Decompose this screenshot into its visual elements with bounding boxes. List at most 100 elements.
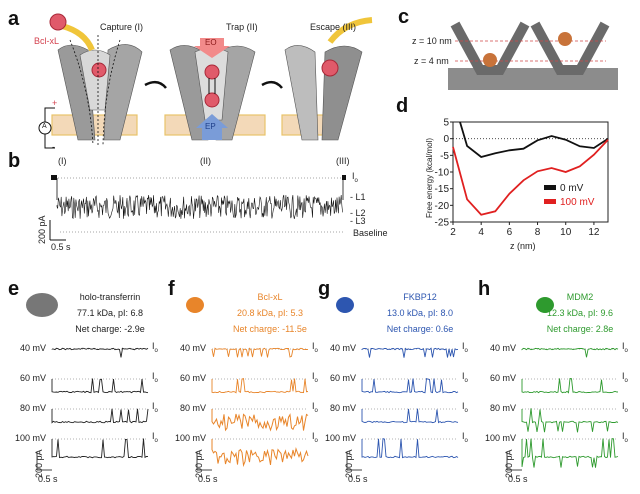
current-trace-2 bbox=[361, 408, 459, 424]
current-trace-1 bbox=[211, 378, 309, 394]
x-tick-label: 10 bbox=[560, 227, 572, 238]
protein-charge: Net charge: 2.8e bbox=[546, 324, 614, 334]
b-current-trace bbox=[56, 194, 343, 220]
voltage-label-2: 80 mV bbox=[19, 403, 46, 413]
arrow-capture-to-trap bbox=[144, 80, 167, 89]
panel-label-d: d bbox=[396, 95, 409, 117]
protein-structure-icon bbox=[336, 297, 354, 313]
lipid-bilayer-1 bbox=[448, 68, 533, 90]
voltage-label-0: 40 mV bbox=[329, 343, 356, 353]
voltage-label-0: 40 mV bbox=[489, 343, 516, 353]
voltage-label-2: 80 mV bbox=[179, 403, 206, 413]
io-label: Io bbox=[622, 401, 628, 414]
io-label: Io bbox=[622, 371, 628, 384]
baseline-label: Baseline bbox=[353, 228, 388, 238]
scale-time-g: 0.5 s bbox=[348, 474, 368, 484]
protein-props: 13.0 kDa, pI: 8.0 bbox=[386, 308, 454, 318]
voltage-label-0: 40 mV bbox=[179, 343, 206, 353]
y-tick-label: -5 bbox=[440, 151, 449, 162]
legend-label: 0 mV bbox=[560, 183, 584, 194]
trace-open-start bbox=[51, 175, 57, 180]
current-trace-0 bbox=[51, 347, 149, 358]
pore-snapshot-1 bbox=[450, 21, 530, 75]
voltage-label-1: 60 mV bbox=[329, 373, 356, 383]
ep-arrow-icon bbox=[196, 114, 228, 140]
io-label: Io bbox=[312, 401, 318, 414]
x-tick-label: 4 bbox=[478, 227, 484, 238]
x-tick-label: 8 bbox=[535, 227, 541, 238]
io-label: Io bbox=[152, 431, 158, 444]
io-label: Io bbox=[312, 371, 318, 384]
panel-label-f: f bbox=[168, 278, 175, 300]
eo-arrow-icon bbox=[194, 38, 230, 58]
series-line-100-mV bbox=[452, 139, 609, 216]
protein-props: 12.3 kDa, pI: 9.6 bbox=[546, 308, 614, 318]
protein-structure-icon bbox=[26, 293, 58, 317]
protein-structure-icon bbox=[536, 297, 554, 313]
lipid-bilayer-2 bbox=[530, 68, 618, 90]
stage-capture-label: Capture (I) bbox=[100, 22, 144, 32]
stage-mark-1: (I) bbox=[58, 156, 67, 166]
protein-at-z4 bbox=[483, 53, 497, 67]
trace-open-end bbox=[342, 175, 346, 180]
voltage-label-3: 100 mV bbox=[484, 433, 516, 443]
minus-sign: - bbox=[52, 142, 55, 152]
protein-name: Bcl-xL bbox=[257, 292, 283, 302]
voltage-label-1: 60 mV bbox=[19, 373, 46, 383]
legend-label: 100 mV bbox=[560, 197, 595, 208]
panel-label-g: g bbox=[318, 278, 331, 300]
current-trace-0 bbox=[361, 347, 459, 358]
y-tick-label: -15 bbox=[435, 184, 450, 195]
ammeter-label: A bbox=[42, 123, 47, 130]
voltage-label-2: 80 mV bbox=[329, 403, 356, 413]
io-label: Io bbox=[152, 401, 158, 414]
b-noise-trace bbox=[56, 194, 343, 220]
current-trace-2 bbox=[521, 408, 619, 433]
capture-arrow-icon bbox=[61, 23, 95, 52]
protein-name: FKBP12 bbox=[403, 292, 437, 302]
io-label: Io bbox=[622, 431, 628, 444]
io-label: Io bbox=[462, 401, 468, 414]
protein-trap-upper bbox=[204, 64, 220, 80]
scale-time-f: 0.5 s bbox=[198, 474, 218, 484]
legend-swatch bbox=[544, 199, 556, 204]
current-trace-1 bbox=[51, 378, 149, 394]
io-label: Io bbox=[152, 371, 158, 384]
eo-label: EO bbox=[205, 38, 217, 47]
x-tick-label: 2 bbox=[450, 227, 456, 238]
current-trace-1 bbox=[521, 377, 619, 394]
scale-time-h: 0.5 s bbox=[508, 474, 528, 484]
bclxl-label: Bcl-xL bbox=[34, 36, 60, 46]
current-trace-2 bbox=[51, 408, 149, 424]
ammeter-circuit bbox=[38, 107, 55, 149]
protein-at-z10 bbox=[558, 32, 572, 46]
y-tick-label: -20 bbox=[435, 201, 450, 212]
protein-structure-icon bbox=[186, 297, 204, 313]
protein-props: 20.8 kDa, pI: 5.3 bbox=[236, 308, 304, 318]
stage-trap-label: Trap (II) bbox=[226, 22, 258, 32]
stage-escape-label: Escape (III) bbox=[310, 22, 357, 32]
level-io-label: Io bbox=[352, 171, 358, 184]
io-label: Io bbox=[312, 431, 318, 444]
level-l2-label: - L2 bbox=[350, 208, 366, 218]
current-trace-1 bbox=[361, 377, 459, 394]
y-tick-label: 0 bbox=[443, 134, 449, 145]
voltage-label-3: 100 mV bbox=[14, 433, 46, 443]
panel-label-h: h bbox=[478, 278, 491, 300]
io-label: Io bbox=[462, 371, 468, 384]
pore-snapshot-2 bbox=[530, 21, 610, 75]
io-label: Io bbox=[622, 341, 628, 354]
level-l1-label: - L1 bbox=[350, 192, 366, 202]
current-trace-3 bbox=[211, 439, 309, 468]
protein-name: holo-transferrin bbox=[79, 292, 141, 302]
protein-charge: Net charge: 0.6e bbox=[386, 324, 454, 334]
voltage-label-0: 40 mV bbox=[19, 343, 46, 353]
series-line-0-mV bbox=[459, 121, 609, 158]
protein-info-f: Bcl-xL 20.8 kDa, pI: 5.3 Net charge: -11… bbox=[215, 289, 325, 337]
y-tick-label: 5 bbox=[443, 118, 449, 129]
scale-time-e: 0.5 s bbox=[38, 474, 58, 484]
chart-xlabel: z (nm) bbox=[510, 241, 536, 251]
